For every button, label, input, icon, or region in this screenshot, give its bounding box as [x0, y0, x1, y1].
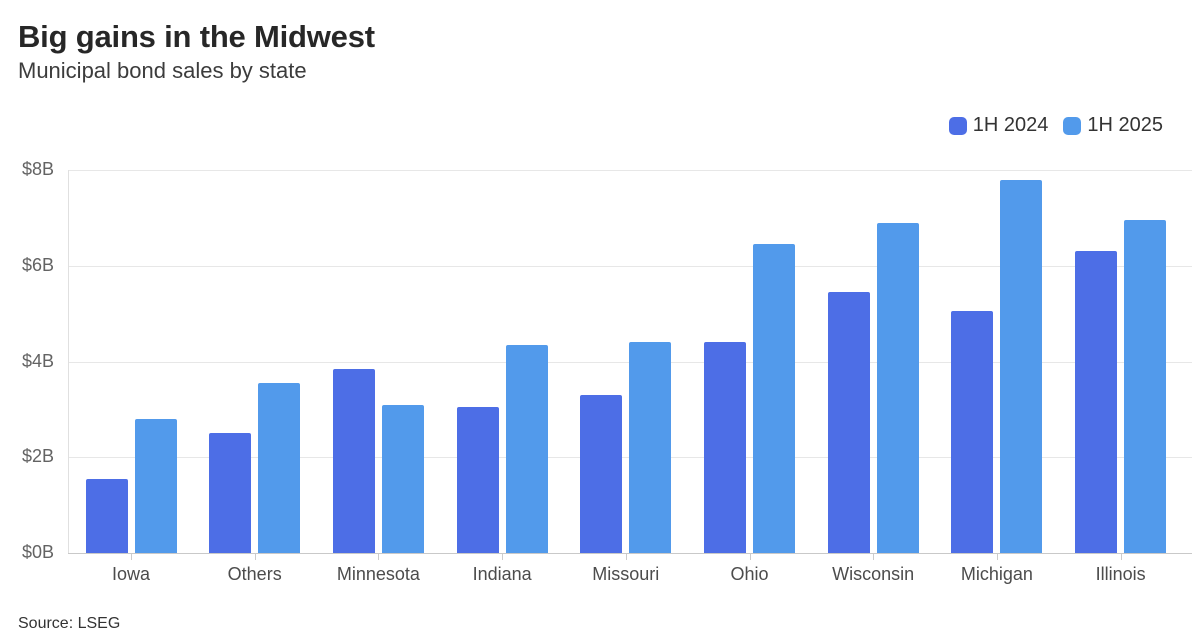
bar-1h-2025-others [258, 383, 301, 553]
bar-1h-2024-minnesota [332, 368, 375, 553]
x-axis-tick-iowa [131, 554, 132, 560]
x-axis-tick-illinois [1120, 554, 1122, 560]
legend-item-1h-2025: 1H 2025 [1063, 114, 1163, 137]
x-axis-tick-indiana [502, 554, 504, 560]
x-axis-label-illinois: Illinois [1095, 564, 1146, 584]
bar-1h-2024-michigan [951, 311, 994, 553]
x-axis-label-indiana: Indiana [472, 564, 532, 584]
x-axis-tick-ohio [749, 554, 751, 560]
y-axis-tick-label: $4B [21, 350, 54, 371]
x-axis-tick-minnesota [378, 554, 380, 560]
legend-label-1h-2024: 1H 2024 [972, 114, 1049, 136]
bar-1h-2025-missouri [629, 342, 672, 553]
page-subtitle: Municipal bond sales by state [18, 58, 307, 83]
x-axis-label-wisconsin: Wisconsin [832, 564, 915, 584]
bar-1h-2025-iowa [134, 418, 177, 553]
bar-1h-2025-wisconsin [876, 222, 919, 553]
y-axis-tick-label: $0B [21, 542, 54, 562]
x-axis-label-missouri: Missouri [592, 564, 660, 584]
legend: 1H 2024 1H 2025 [948, 114, 1163, 137]
bar-1h-2025-illinois [1124, 220, 1167, 553]
bar-1h-2024-iowa [85, 478, 128, 553]
bar-1h-2025-minnesota [381, 404, 424, 553]
bar-1h-2024-illinois [1075, 251, 1118, 553]
y-axis-tick-label: $2B [21, 446, 54, 467]
legend-item-1h-2024: 1H 2024 [948, 114, 1049, 137]
bar-1h-2025-indiana [505, 344, 548, 553]
x-axis-label-minnesota: Minnesota [336, 564, 420, 584]
y-axis-line [68, 170, 69, 553]
bar-1h-2024-others [209, 433, 252, 553]
bar-1h-2025-michigan [1000, 179, 1043, 553]
x-axis-line [68, 553, 1192, 554]
x-axis-tick-missouri [625, 554, 627, 560]
bar-1h-2024-indiana [456, 406, 499, 553]
x-axis-label-iowa: Iowa [111, 564, 151, 584]
y-axis-tick-label: $8B [21, 159, 54, 179]
x-axis-tick-wisconsin [873, 554, 875, 560]
bar-1h-2024-wisconsin [827, 292, 870, 553]
legend-label-1h-2025: 1H 2025 [1087, 114, 1163, 136]
legend-swatch-1h-2025-icon [1063, 116, 1082, 135]
y-axis-tick-label: $6B [21, 254, 54, 275]
gridline-6b [68, 265, 1192, 267]
source-note: Source: LSEG [18, 615, 121, 632]
gridline-8b [68, 170, 1192, 171]
x-axis-tick-others [254, 554, 256, 560]
bar-1h-2024-missouri [580, 395, 623, 553]
page-title: Big gains in the Midwest [18, 18, 375, 54]
x-axis-label-michigan: Michigan [960, 564, 1033, 584]
bar-1h-2024-ohio [704, 342, 746, 553]
bar-1h-2025-ohio [753, 244, 795, 553]
x-axis-label-ohio: Ohio [730, 564, 769, 584]
legend-swatch-1h-2024-icon [948, 116, 967, 135]
x-axis-tick-michigan [996, 554, 998, 560]
x-axis-label-others: Others [227, 564, 282, 584]
